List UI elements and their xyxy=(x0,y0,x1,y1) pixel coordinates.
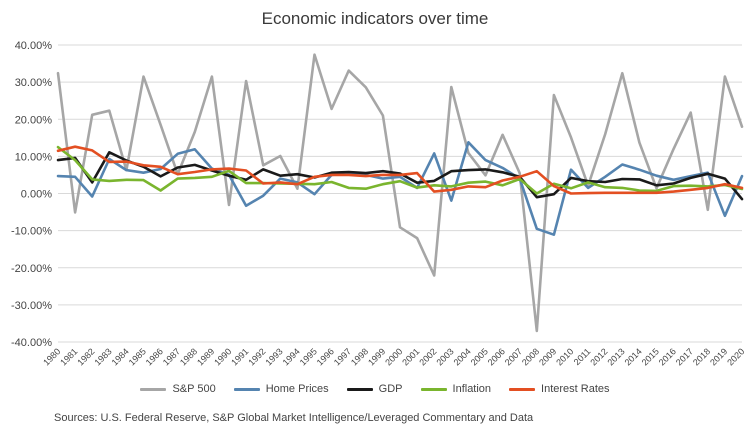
x-tick-label: 2006 xyxy=(486,346,507,367)
x-tick-label: 1980 xyxy=(41,346,62,367)
y-tick-label: -30.00% xyxy=(11,300,52,312)
series-line-inflation xyxy=(56,145,744,195)
y-tick-label: 10.00% xyxy=(15,151,53,163)
x-tick-label: 1981 xyxy=(58,346,79,367)
legend: S&P 500 Home Prices GDP Inflation Interest R… xyxy=(0,383,750,395)
x-tick-label: 2007 xyxy=(503,346,524,367)
x-tick-label: 2017 xyxy=(674,346,695,367)
legend-label: GDP xyxy=(378,383,403,395)
legend-label: Inflation xyxy=(452,383,492,395)
legend-swatch xyxy=(140,387,167,391)
y-tick-label: -20.00% xyxy=(11,263,52,275)
legend-item: S&P 500 xyxy=(140,383,216,395)
x-tick-label: 1993 xyxy=(263,346,284,367)
chart-title: Economic indicators over time xyxy=(261,9,489,28)
x-tick-label: 2014 xyxy=(623,346,644,367)
y-tick-label: -40.00% xyxy=(11,337,52,349)
x-tick-label: 1988 xyxy=(178,346,199,367)
x-tick-label: 1998 xyxy=(349,346,370,367)
x-tick-label: 1989 xyxy=(195,346,216,367)
x-tick-label: 2019 xyxy=(708,346,729,367)
x-tick-label: 1987 xyxy=(161,346,182,367)
x-tick-label: 2016 xyxy=(657,346,678,367)
x-tick-label: 1982 xyxy=(75,346,96,367)
x-tick-label: 1999 xyxy=(366,346,387,367)
x-tick-label: 2018 xyxy=(691,346,712,367)
x-tick-label: 2009 xyxy=(537,346,558,367)
legend-label: Home Prices xyxy=(265,383,329,395)
y-axis-tick-labels: 40.00% 30.00% 20.00% 10.00% 0.00% -10.00% -20.… xyxy=(11,40,52,349)
legend-swatch xyxy=(233,387,260,391)
legend-item: Interest Rates xyxy=(509,383,610,395)
series-lines xyxy=(56,53,744,333)
x-tick-label: 2013 xyxy=(605,346,626,367)
legend-label: S&P 500 xyxy=(172,383,216,395)
x-axis-tick-labels: 1980198119821983198419851986198719881989… xyxy=(41,346,746,367)
series-line-home-prices xyxy=(56,141,744,236)
legend-item: Inflation xyxy=(420,383,492,395)
x-tick-label: 1994 xyxy=(281,346,302,367)
y-tick-label: -10.00% xyxy=(11,226,52,238)
legend-item: Home Prices xyxy=(233,383,329,395)
x-tick-label: 2002 xyxy=(417,346,438,367)
x-tick-label: 1983 xyxy=(92,346,113,367)
legend-label: Interest Rates xyxy=(541,383,610,395)
x-tick-label: 2011 xyxy=(572,346,593,367)
x-tick-label: 2004 xyxy=(452,346,473,367)
x-tick-label: 1990 xyxy=(212,346,233,367)
x-tick-label: 2003 xyxy=(434,346,455,367)
x-tick-label: 2012 xyxy=(588,346,609,367)
source-note: Sources: U.S. Federal Reserve, S&P Globa… xyxy=(54,412,534,424)
x-tick-label: 1991 xyxy=(229,346,250,367)
x-tick-label: 1986 xyxy=(144,346,165,367)
y-tick-label: 30.00% xyxy=(15,77,53,89)
x-tick-label: 1992 xyxy=(246,346,267,367)
x-tick-label: 2015 xyxy=(640,346,661,367)
legend-swatch xyxy=(509,387,536,391)
x-tick-label: 2000 xyxy=(383,346,404,367)
x-tick-label: 1995 xyxy=(298,346,319,367)
gridlines xyxy=(58,44,742,343)
x-tick-label: 1996 xyxy=(315,346,336,367)
x-tick-label: 1997 xyxy=(332,346,353,367)
x-tick-label: 2005 xyxy=(469,346,490,367)
x-tick-label: 2020 xyxy=(725,346,746,367)
legend-swatch xyxy=(420,387,447,391)
series-line-interest-rates xyxy=(56,145,744,195)
y-tick-label: 40.00% xyxy=(15,40,53,52)
x-tick-label: 1985 xyxy=(127,346,148,367)
y-tick-label: 20.00% xyxy=(15,114,53,126)
legend-swatch xyxy=(346,387,373,391)
x-tick-label: 2010 xyxy=(554,346,575,367)
x-tick-label: 2001 xyxy=(400,346,421,367)
x-tick-label: 1984 xyxy=(110,346,131,367)
legend-item: GDP xyxy=(346,383,403,395)
y-tick-label: 0.00% xyxy=(21,189,52,201)
x-tick-label: 2008 xyxy=(520,346,541,367)
